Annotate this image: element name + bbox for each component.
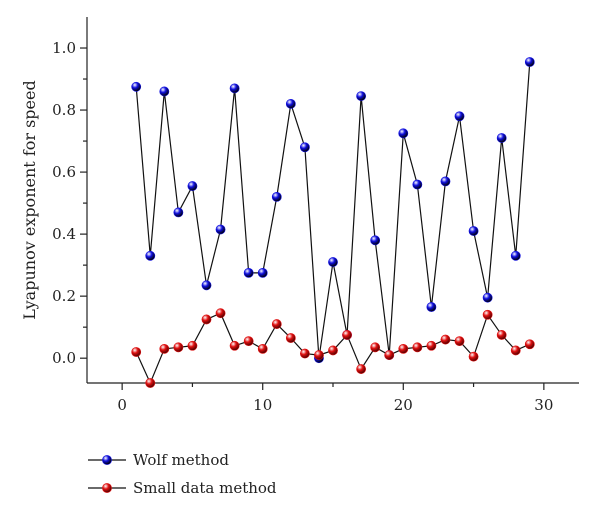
data-point [201, 314, 212, 325]
data-point [356, 364, 367, 374]
data-point [131, 81, 142, 92]
data-point [510, 250, 521, 261]
legend-item: Wolf method [88, 451, 229, 469]
data-point [454, 111, 465, 122]
data-point [356, 91, 367, 101]
data-point [328, 345, 338, 356]
data-point [426, 340, 437, 351]
series-layer [131, 57, 535, 388]
data-point [468, 226, 479, 236]
y-axis-title: Lyapunov exponent for speed [20, 80, 39, 319]
data-point [187, 340, 198, 351]
data-point [370, 342, 381, 353]
data-point [510, 345, 521, 356]
data-point [342, 330, 352, 340]
legend-item: Small data method [88, 479, 277, 497]
data-point [299, 348, 310, 359]
data-point [229, 340, 240, 351]
data-point [328, 257, 338, 267]
data-point [145, 250, 156, 261]
y-tick-label: 1.0 [52, 39, 76, 57]
data-point [440, 334, 451, 345]
data-point [482, 292, 493, 303]
data-point [412, 179, 423, 190]
y-tick-label: 0.2 [52, 287, 76, 305]
data-point [159, 86, 170, 97]
data-point [384, 350, 395, 360]
data-point [271, 319, 282, 329]
data-point [524, 57, 535, 67]
data-point [524, 339, 535, 350]
data-point [468, 351, 479, 362]
data-point [496, 133, 507, 143]
data-point [257, 343, 268, 354]
data-point [398, 128, 409, 139]
data-point [454, 336, 465, 347]
data-point [243, 267, 254, 278]
data-point [173, 342, 184, 353]
data-point [215, 308, 226, 319]
y-tick-label: 0.6 [52, 163, 76, 181]
x-tick-label: 30 [534, 396, 553, 414]
series-line [135, 61, 531, 359]
data-point [173, 207, 184, 218]
x-tick-label: 10 [253, 396, 272, 414]
data-point [201, 280, 212, 291]
data-point [229, 83, 240, 94]
y-tick-label: 0.4 [52, 225, 76, 243]
data-point [412, 342, 423, 353]
data-point [285, 98, 296, 109]
x-tick-label: 20 [394, 396, 413, 414]
legend-marker [102, 455, 112, 465]
data-point [285, 333, 296, 343]
data-point [314, 350, 324, 360]
data-point [426, 302, 437, 312]
y-tick-label: 0.8 [52, 101, 76, 119]
legend: Wolf method Small data method [88, 451, 277, 497]
y-tick-label: 0.0 [52, 349, 76, 367]
series-small-data [131, 308, 535, 388]
data-point [187, 181, 198, 191]
data-point [482, 309, 493, 320]
data-point [370, 235, 381, 246]
legend-marker [102, 483, 112, 493]
data-point [145, 378, 156, 388]
axes: 0 10 20 30 0.0 0.2 0.4 0.6 0.8 1.0 Lyapunov expone… [20, 17, 579, 414]
data-point [299, 142, 310, 153]
data-point [440, 176, 451, 187]
data-point [271, 191, 282, 202]
data-point [159, 343, 170, 354]
legend-label: Small data method [133, 479, 277, 497]
data-point [243, 336, 254, 347]
series-wolf [131, 57, 535, 364]
data-point [215, 224, 226, 235]
x-tick-label: 0 [117, 396, 127, 414]
data-point [398, 343, 409, 354]
data-point [131, 347, 142, 357]
data-point [496, 330, 507, 340]
data-point [257, 267, 268, 278]
legend-label: Wolf method [133, 451, 229, 469]
